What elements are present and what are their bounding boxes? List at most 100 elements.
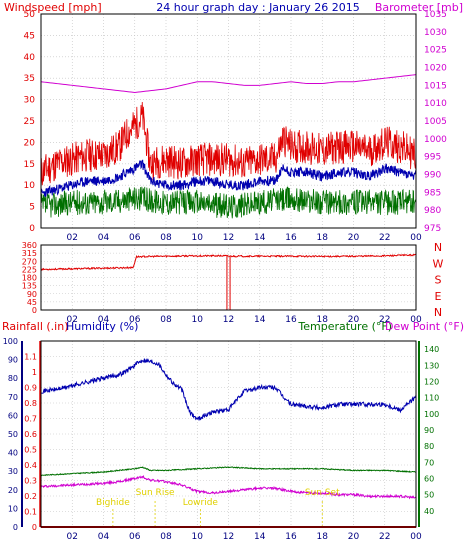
rain-tick-label: 0.6 [24, 430, 37, 439]
x-tick-label: 12 [223, 532, 234, 542]
event-label: Sun Set [305, 488, 340, 498]
direction-tick-label: 45 [27, 298, 37, 307]
barometer-tick-label: 1000 [424, 135, 447, 145]
compass-label: N [434, 241, 442, 254]
wind-tick-label: 50 [24, 10, 36, 20]
humidity-tick-label: 0 [13, 523, 18, 532]
series-gust [40, 102, 417, 186]
panel-frame [40, 340, 417, 528]
x-tick-label: 02 [67, 532, 78, 542]
x-tick-label: 10 [192, 315, 204, 325]
compass-label: E [435, 290, 442, 303]
x-tick-label: 22 [379, 315, 390, 325]
wind-tick-label: 25 [24, 117, 35, 127]
rainfall-axis-title: Rainfall (.in) [2, 320, 69, 333]
series-dewpoint [40, 474, 417, 500]
compass-label: S [435, 274, 442, 287]
wind-tick-label: 20 [24, 138, 36, 148]
series-temperature [40, 466, 417, 477]
x-tick-label: 04 [98, 315, 110, 325]
x-tick-label: 12 [223, 233, 234, 243]
x-tick-label: 14 [254, 315, 266, 325]
compass-label: N [434, 306, 442, 319]
x-tick-label: 16 [285, 532, 297, 542]
humidity-tick-label: 10 [8, 504, 18, 513]
barometer-tick-label: 1020 [424, 64, 447, 74]
wind-tick-label: 45 [24, 31, 35, 41]
temperature-tick-label: 140 [424, 345, 439, 354]
barometer-tick-label: 975 [424, 224, 441, 234]
wind-tick-label: 0 [29, 224, 35, 234]
barometer-tick-label: 1025 [424, 46, 447, 56]
rain-tick-label: 1 [32, 368, 37, 377]
rain-tick-label: 0.7 [24, 415, 37, 424]
x-tick-label: 12 [223, 315, 234, 325]
temperature-tick-label: 90 [424, 426, 434, 435]
wind-tick-label: 10 [24, 181, 36, 191]
temperature-axis-title: Temperature (°F) [297, 320, 392, 333]
humidity-axis-title: Humidity (%) [66, 320, 138, 333]
temperature-tick-label: 130 [424, 361, 439, 370]
x-tick-label: 04 [98, 532, 110, 542]
x-tick-label: 04 [98, 233, 110, 243]
wind-tick-label: 5 [29, 203, 35, 213]
x-tick-label: 10 [192, 532, 204, 542]
x-tick-label: 08 [160, 532, 172, 542]
x-tick-label: 18 [317, 315, 329, 325]
humidity-tick-label: 80 [8, 374, 18, 383]
panel-frame [40, 244, 417, 311]
barometer-tick-label: 1015 [424, 81, 447, 91]
direction-tick-label: 270 [22, 257, 37, 266]
x-tick-label: 22 [379, 532, 390, 542]
x-tick-label: 20 [348, 233, 360, 243]
humidity-tick-label: 70 [8, 393, 18, 402]
panel-frames [21, 13, 420, 528]
x-tick-label: 18 [317, 233, 329, 243]
direction-tick-label: 180 [22, 274, 37, 283]
event-label: Sun Rise [136, 488, 175, 498]
x-tick-label: 08 [160, 233, 172, 243]
x-tick-label: 20 [348, 315, 360, 325]
x-tick-label: 18 [317, 532, 329, 542]
wind-tick-label: 15 [24, 160, 35, 170]
series-humidity [40, 357, 417, 421]
barometer-tick-label: 995 [424, 153, 441, 163]
series-barometer [40, 74, 417, 93]
rain-tick-label: 0.2 [24, 492, 37, 501]
barometer-tick-label: 1030 [424, 28, 447, 38]
series-direction [40, 253, 417, 271]
x-tick-label: 06 [129, 532, 141, 542]
rain-tick-label: 0 [32, 523, 37, 532]
humidity-tick-label: 30 [8, 467, 18, 476]
direction-tick-label: 360 [22, 241, 37, 250]
direction-tick-label: 0 [32, 306, 37, 315]
humidity-tick-label: 90 [8, 356, 18, 365]
rain-tick-label: 0.4 [24, 461, 37, 470]
barometer-tick-label: 985 [424, 188, 441, 198]
compass-label: W [433, 257, 444, 270]
humidity-tick-label: 50 [8, 430, 18, 439]
x-tick-label: 08 [160, 315, 172, 325]
rain-tick-label: 1.1 [24, 353, 37, 362]
panel-frame [40, 13, 417, 229]
wind-tick-label: 35 [24, 74, 35, 84]
event-label: Bighide [96, 498, 130, 508]
wind-tick-label: 40 [24, 53, 36, 63]
temperature-tick-label: 40 [424, 507, 434, 516]
temperature-tick-label: 110 [424, 394, 439, 403]
temperature-tick-label: 120 [424, 377, 439, 386]
x-tick-label: 00 [410, 233, 422, 243]
humidity-tick-label: 60 [8, 411, 18, 420]
x-tick-label: 20 [348, 532, 360, 542]
humidity-tick-label: 40 [8, 449, 18, 458]
direction-tick-label: 315 [22, 249, 37, 258]
x-tick-label: 02 [67, 233, 78, 243]
x-tick-label: 14 [254, 233, 266, 243]
temperature-tick-label: 80 [424, 442, 434, 451]
x-tick-label: 06 [129, 315, 141, 325]
temperature-tick-label: 100 [424, 410, 439, 419]
wind-tick-label: 30 [24, 96, 36, 106]
x-tick-label: 14 [254, 532, 266, 542]
